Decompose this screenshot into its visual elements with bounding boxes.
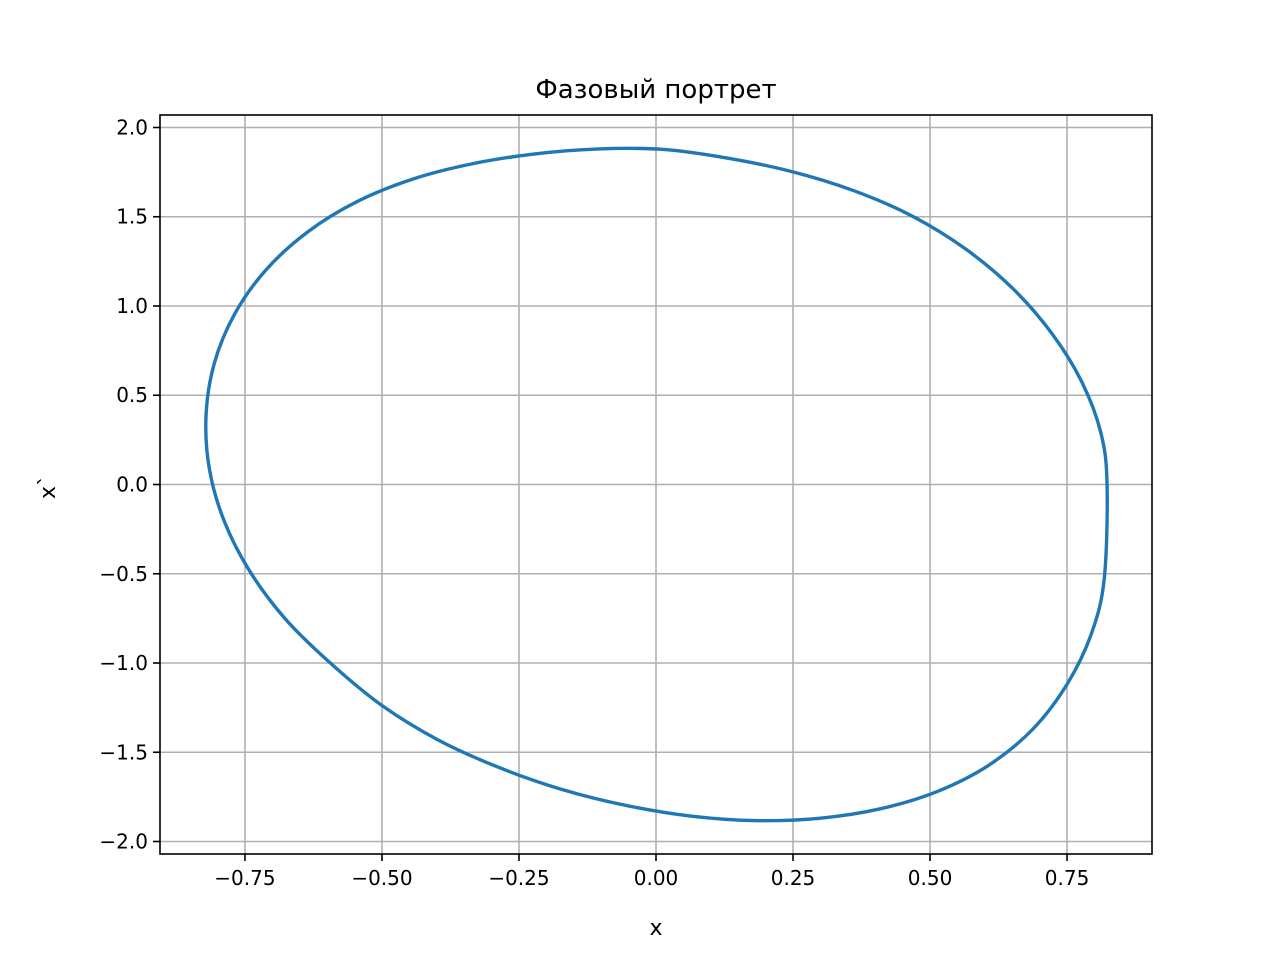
x-tick-label: 0.50 [908,866,953,890]
y-tick-label: 0.5 [116,383,148,407]
y-tick-label: 1.0 [116,294,148,318]
chart-title: Фазовый портрет [535,75,776,105]
x-tick-label: 0.25 [771,866,816,890]
y-axis-label: x` [36,475,61,499]
y-tick-label: −0.5 [99,562,148,586]
x-tick-label: 0.00 [634,866,679,890]
y-tick-label: −1.5 [99,740,148,764]
x-tick-label: −0.50 [351,866,412,890]
grid [160,115,1152,854]
phase-trajectory-line [204,146,1109,823]
x-tick-label: −0.75 [214,866,275,890]
y-tick-label: 0.0 [116,473,148,497]
y-tick-label: 1.5 [116,205,148,229]
x-tick-label: −0.25 [488,866,549,890]
y-tick-label: −1.0 [99,651,148,675]
x-axis-ticks: −0.75 −0.50 −0.25 0.00 0.25 0.50 0.75 [214,854,1089,890]
x-axis-label: x [649,916,662,941]
y-tick-label: −2.0 [99,830,148,854]
series-layer [204,146,1109,823]
x-tick-label: 0.75 [1045,866,1090,890]
y-axis-ticks: 2.0 1.5 1.0 0.5 0.0 −0.5 −1.0 −1.5 −2.0 [99,115,160,854]
y-tick-label: 2.0 [116,115,148,139]
